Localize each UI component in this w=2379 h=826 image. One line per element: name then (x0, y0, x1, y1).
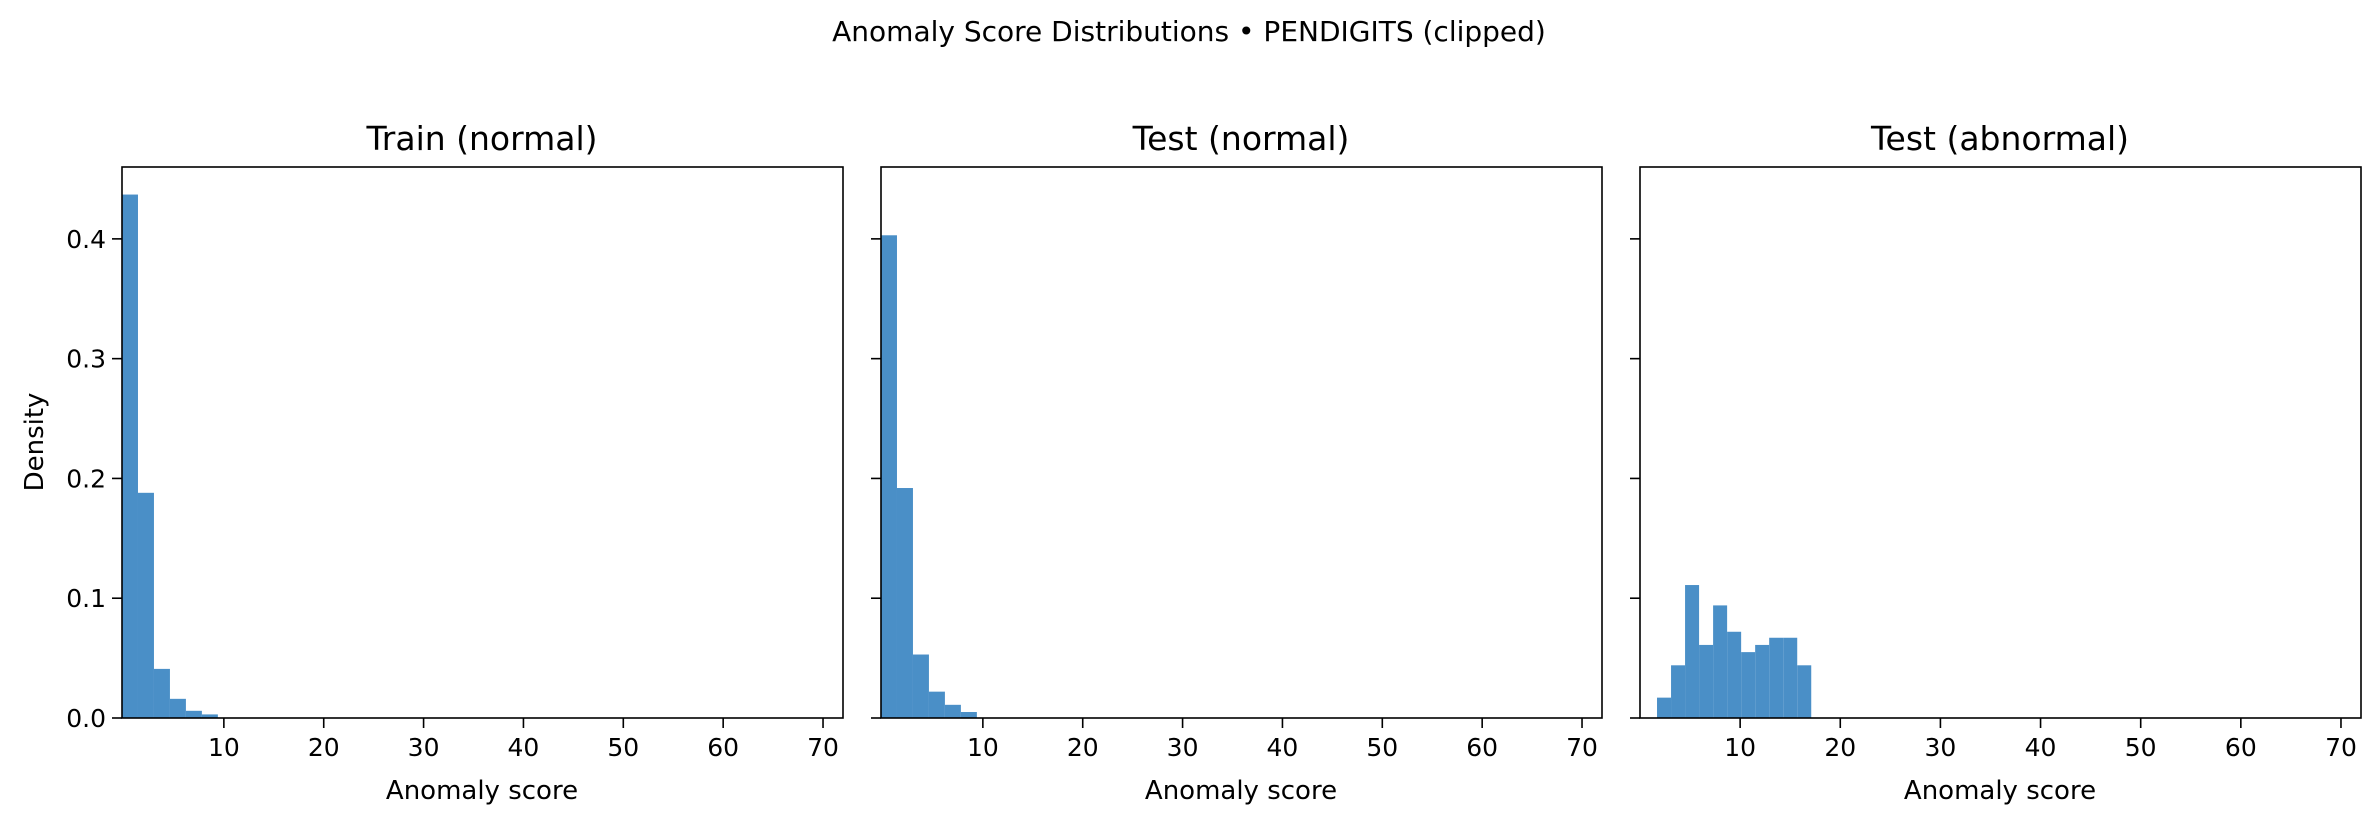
x-tick-label: 70 (1566, 733, 1598, 762)
histogram-bar (153, 668, 170, 718)
panel-test-normal: Test (normal) 10 20 30 40 50 60 70 Anomaly sco… (871, 119, 1603, 806)
x-tick-label: 60 (1466, 733, 1498, 762)
y-tick-label: 0.4 (66, 225, 106, 254)
histogram-bar (912, 654, 929, 718)
histogram-bar (1671, 665, 1686, 718)
x-tick-label: 10 (967, 733, 999, 762)
histogram-bar (122, 194, 138, 719)
panel-train-normal: Train (normal) 0.0 0.1 0.2 0.3 0.4 10 20 30 40 5… (20, 119, 844, 806)
x-tick-label: 50 (607, 733, 639, 762)
panel-title: Test (abnormal) (1870, 119, 2129, 158)
histogram-bar (185, 710, 202, 718)
histogram-bar (1783, 637, 1798, 718)
histogram-bar (960, 712, 977, 718)
plot-frame (121, 166, 844, 719)
y-tick-label: 0.2 (66, 464, 106, 493)
x-axis: 10 20 30 40 50 60 70 (967, 718, 1598, 762)
histogram-bar (1713, 605, 1728, 718)
histogram-bar (896, 488, 913, 718)
x-tick-label: 10 (208, 733, 240, 762)
x-tick-label: 40 (2025, 733, 2057, 762)
histogram-bar (1797, 665, 1812, 718)
y-axis (871, 238, 881, 719)
x-tick-label: 20 (1824, 733, 1856, 762)
bar-series (881, 235, 977, 718)
plot-frame (880, 166, 1603, 719)
panel-title: Test (normal) (1132, 119, 1350, 158)
histogram-bar (1685, 585, 1700, 718)
x-tick-label: 30 (1925, 733, 1957, 762)
panel-test-abnormal: Test (abnormal) 10 20 30 40 50 60 70 Anomaly s… (1630, 119, 2362, 806)
x-tick-label: 50 (1366, 733, 1398, 762)
x-tick-label: 60 (707, 733, 739, 762)
y-axis: 0.0 0.1 0.2 0.3 0.4 (66, 225, 122, 733)
x-axis: 10 20 30 40 50 60 70 (1724, 718, 2357, 762)
histogram-bar (1727, 631, 1742, 718)
histogram-bar (1755, 644, 1770, 718)
histogram-bar (1699, 644, 1714, 718)
x-tick-label: 30 (1167, 733, 1199, 762)
bar-series (122, 194, 218, 719)
y-axis-label: Density (20, 393, 50, 492)
panel-title: Train (normal) (365, 119, 597, 158)
x-tick-label: 10 (1724, 733, 1756, 762)
x-tick-label: 70 (807, 733, 839, 762)
histogram-bar (1657, 697, 1672, 718)
histogram-bar (1741, 652, 1756, 718)
y-tick-label: 0.3 (66, 345, 106, 374)
histogram-bar (169, 698, 186, 718)
histogram-bar (881, 235, 897, 718)
bar-series (1657, 585, 1812, 718)
x-axis-label: Anomaly score (1145, 776, 1337, 806)
histogram-bar (201, 714, 218, 718)
x-tick-label: 30 (408, 733, 440, 762)
x-tick-label: 60 (2225, 733, 2257, 762)
histogram-bar (1769, 637, 1784, 718)
x-tick-label: 40 (508, 733, 540, 762)
x-tick-label: 40 (1267, 733, 1299, 762)
x-axis-label: Anomaly score (386, 776, 578, 806)
x-tick-label: 50 (2125, 733, 2157, 762)
plot-frame (1639, 166, 2362, 719)
figure-title: Anomaly Score Distributions • PENDIGITS … (832, 15, 1546, 48)
histogram-bar (944, 704, 961, 718)
x-tick-label: 20 (308, 733, 340, 762)
y-tick-label: 0.0 (66, 704, 106, 733)
x-axis-label: Anomaly score (1904, 776, 2096, 806)
x-tick-label: 70 (2325, 733, 2357, 762)
x-axis: 10 20 30 40 50 60 70 (208, 718, 839, 762)
y-tick-label: 0.1 (66, 584, 106, 613)
histogram-bar (137, 492, 154, 718)
histogram-bar (928, 691, 945, 718)
y-axis (1630, 238, 1640, 719)
x-tick-label: 20 (1067, 733, 1099, 762)
